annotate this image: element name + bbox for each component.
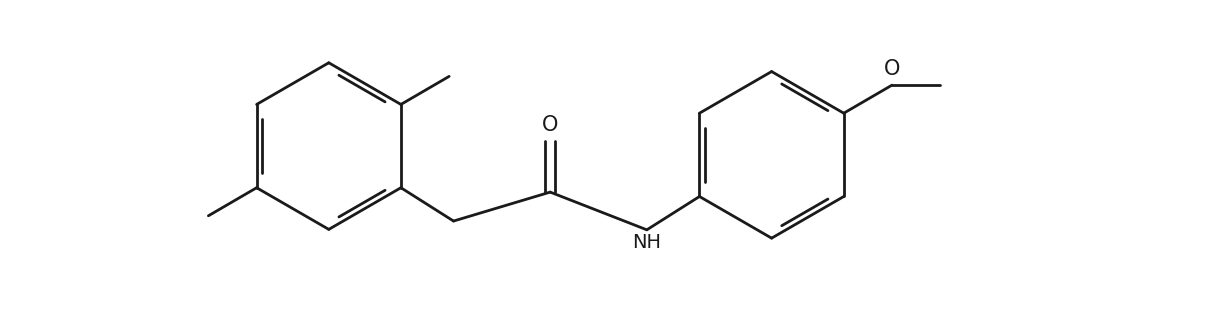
Text: O: O (542, 115, 558, 135)
Text: O: O (883, 59, 900, 79)
Text: NH: NH (633, 233, 662, 252)
